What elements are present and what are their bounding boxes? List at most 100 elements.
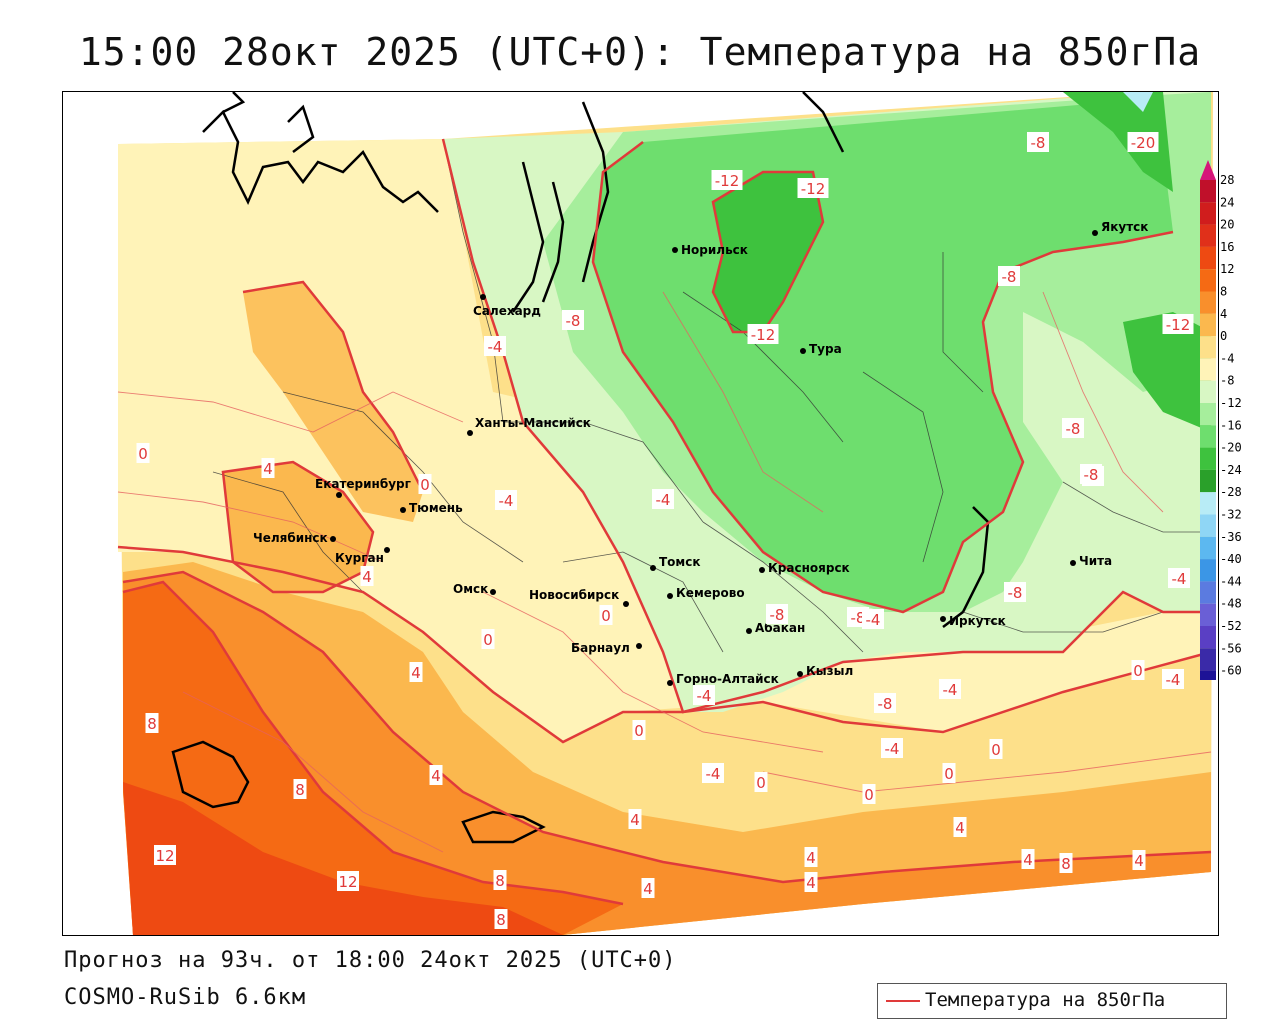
colorbar-swatch bbox=[1200, 313, 1216, 337]
city-gorno-altaysk[interactable]: Горно-Алтайск bbox=[667, 672, 779, 686]
colorbar-tick-label: -56 bbox=[1220, 641, 1242, 655]
colorbar-swatch bbox=[1200, 492, 1216, 515]
isotherm-label: -4 bbox=[488, 338, 503, 356]
isotherm-label-bg bbox=[628, 809, 642, 829]
isotherm-label: 8 bbox=[295, 781, 305, 799]
isotherm-label-bg bbox=[632, 720, 646, 740]
isotherm-label: 0 bbox=[601, 607, 611, 625]
isotherm-label-bg bbox=[862, 784, 876, 804]
zone-orange-north bbox=[243, 282, 423, 522]
colorbar-tick-label: 8 bbox=[1220, 285, 1227, 299]
isotherm-label: -8 bbox=[770, 606, 785, 624]
svg-text:Абакан: Абакан bbox=[755, 621, 805, 635]
colorbar-swatch bbox=[1200, 202, 1216, 225]
isotherm-label: -4 bbox=[706, 765, 721, 783]
svg-text:Норильск: Норильск bbox=[681, 243, 748, 257]
isotherm-lines bbox=[117, 138, 1212, 906]
colorbar-swatches bbox=[1200, 160, 1216, 680]
city-abakan[interactable]: Абакан bbox=[746, 621, 805, 635]
colorbar-top-arrow bbox=[1200, 160, 1216, 180]
isotherm-label-bg bbox=[418, 474, 432, 494]
isotherm-label-bg bbox=[1162, 314, 1194, 334]
city-norilsk[interactable]: Норильск bbox=[672, 243, 748, 257]
isotherm-label: -8 bbox=[1031, 134, 1046, 152]
isotherm-label-bg bbox=[881, 738, 903, 758]
isotherm-label-bg bbox=[1004, 582, 1026, 602]
colorbar-tick-label: -60 bbox=[1220, 664, 1242, 678]
isotherm-label: -4 bbox=[1172, 570, 1187, 588]
city-krasnoyarsk[interactable]: Красноярск bbox=[759, 561, 850, 575]
isotherm-label: 4 bbox=[411, 664, 421, 682]
isotherm-label-bg bbox=[766, 604, 788, 624]
map-area[interactable]: Норильск Якутск Салехард Тура Ханты-Манс… bbox=[62, 91, 1219, 936]
city-novosibirsk[interactable]: Новосибирск bbox=[529, 588, 629, 607]
colorbar-tick-label: -28 bbox=[1220, 485, 1242, 499]
city-tyumen[interactable]: Тюмень bbox=[400, 501, 463, 515]
city-yekaterinburg[interactable]: Екатеринбург bbox=[315, 477, 411, 498]
city-kurgan[interactable]: Курган bbox=[335, 547, 390, 565]
model-name: COSMO-RuSib 6.6км bbox=[64, 985, 307, 1010]
isotherm-label-bg bbox=[1062, 418, 1084, 438]
svg-text:Кемерово: Кемерово bbox=[676, 586, 745, 600]
isotherm-label: 0 bbox=[138, 445, 148, 463]
isotherm-label: 4 bbox=[806, 874, 816, 892]
colorbar-tick-label: -12 bbox=[1220, 396, 1242, 410]
isotherm-label-bg bbox=[804, 872, 818, 892]
colorbar-swatch bbox=[1200, 269, 1216, 292]
colorbar-tick-label: 0 bbox=[1220, 329, 1227, 343]
isotherm-label: 0 bbox=[420, 476, 430, 494]
colorbar-swatch bbox=[1200, 469, 1216, 493]
colorbar-tick-label: -36 bbox=[1220, 530, 1242, 544]
isotherm-label-bg bbox=[862, 609, 884, 629]
city-irkutsk[interactable]: Иркутск bbox=[940, 614, 1006, 628]
colorbar-tick-label: 16 bbox=[1220, 240, 1234, 254]
zone-orange-ural bbox=[223, 462, 373, 592]
isotherm-label: 12 bbox=[338, 873, 357, 891]
isotherm-label-bg bbox=[1168, 568, 1190, 588]
isotherm-label: -8 bbox=[1008, 584, 1023, 602]
isotherm-label-bg bbox=[1080, 464, 1102, 484]
isotherm-label: -8 bbox=[851, 609, 866, 627]
city-chelyabinsk[interactable]: Челябинск bbox=[253, 531, 336, 545]
city-tura[interactable]: Тура bbox=[800, 342, 842, 356]
city-chita[interactable]: Чита bbox=[1070, 554, 1112, 568]
isotherm-label-bg bbox=[989, 739, 1003, 759]
isotherm-label-bg bbox=[1132, 850, 1146, 870]
svg-text:Новосибирск: Новосибирск bbox=[529, 588, 619, 602]
colorbar-swatch bbox=[1200, 336, 1216, 359]
isotherm-label-bg bbox=[693, 685, 715, 705]
city-khanty-mansiysk[interactable]: Ханты-Мансийск bbox=[467, 416, 591, 436]
colorbar-tick-label: 24 bbox=[1220, 195, 1234, 209]
city-tomsk[interactable]: Томск bbox=[650, 555, 701, 571]
city-barnaul[interactable]: Барнаул bbox=[571, 641, 642, 655]
city-kemerovo[interactable]: Кемерово bbox=[667, 586, 745, 600]
colorbar-swatch bbox=[1200, 670, 1216, 680]
isotherm-label: 4 bbox=[431, 767, 441, 785]
isotherm-label-bg bbox=[641, 878, 655, 898]
isotherm-label: 8 bbox=[496, 911, 506, 929]
svg-text:Иркутск: Иркутск bbox=[949, 614, 1006, 628]
temperature-map: Норильск Якутск Салехард Тура Ханты-Манс… bbox=[63, 92, 1218, 935]
isotherm-label-bg bbox=[409, 662, 423, 682]
city-yakutsk[interactable]: Якутск bbox=[1092, 220, 1148, 236]
isotherm-label: 0 bbox=[991, 741, 1001, 759]
svg-text:Курган: Курган bbox=[335, 551, 384, 565]
forecast-info: Прогноз на 93ч. от 18:00 24окт 2025 (UTC… bbox=[64, 948, 677, 973]
isotherm-label-bg bbox=[484, 336, 506, 356]
colorbar-tick-label: -48 bbox=[1220, 597, 1242, 611]
city-kyzyl[interactable]: Кызыл bbox=[797, 664, 853, 678]
isotherm-label: 0 bbox=[634, 722, 644, 740]
colorbar-swatch bbox=[1200, 224, 1216, 247]
isotherm-label-bg bbox=[942, 763, 956, 783]
colorbar-swatch bbox=[1200, 447, 1216, 470]
city-salekhard[interactable]: Салехард bbox=[473, 294, 541, 318]
isotherm-label-bg bbox=[747, 324, 779, 344]
isotherm-label-bg bbox=[261, 458, 275, 478]
city-omsk[interactable]: Омск bbox=[453, 582, 496, 596]
svg-text:Салехард: Салехард bbox=[473, 304, 541, 318]
svg-text:Кызыл: Кызыл bbox=[806, 664, 853, 678]
zone-green-dark-3 bbox=[1123, 312, 1211, 432]
isotherm-label-bg bbox=[804, 847, 818, 867]
colorbar-swatch bbox=[1200, 180, 1216, 203]
isotherm-label: 0 bbox=[483, 631, 493, 649]
